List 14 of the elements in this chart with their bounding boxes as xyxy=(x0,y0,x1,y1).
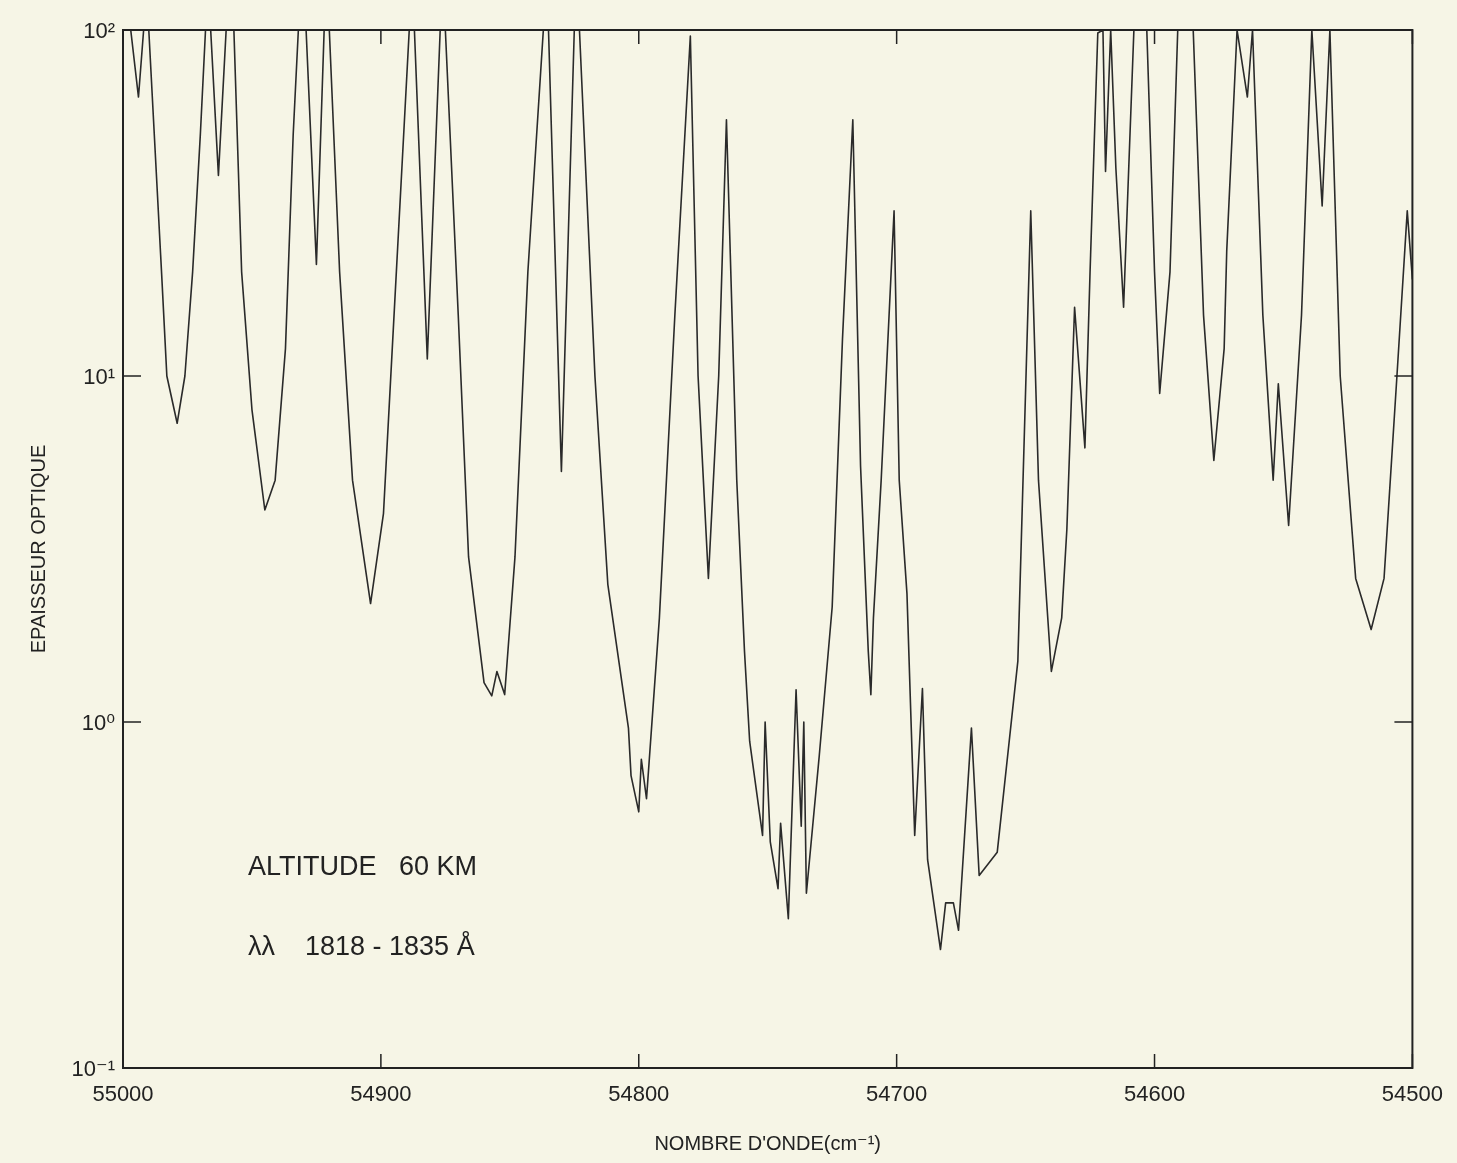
y-axis-title: EPAISSEUR OPTIQUE xyxy=(27,444,50,654)
x-tick-label: 54700 xyxy=(866,1081,928,1107)
x-tick-label: 54900 xyxy=(350,1081,412,1107)
y-tick-label: 10¹ xyxy=(83,364,115,389)
x-tick-label: 54600 xyxy=(1123,1081,1186,1107)
x-tick-label: 55000 xyxy=(92,1081,154,1107)
x-axis-title: NOMBRE D'ONDE(cm⁻¹) xyxy=(654,1132,882,1155)
y-tick-label: 10⁰ xyxy=(81,710,116,735)
annotation: λλ 1818 - 1835 Å xyxy=(248,929,475,961)
annotation: ALTITUDE 60 KM xyxy=(248,850,478,881)
y-tick-label: 10⁻¹ xyxy=(71,1056,115,1081)
x-tick-label: 54500 xyxy=(1381,1081,1444,1107)
y-tick-label: 10² xyxy=(83,18,115,43)
x-tick-label: 54800 xyxy=(608,1081,670,1107)
